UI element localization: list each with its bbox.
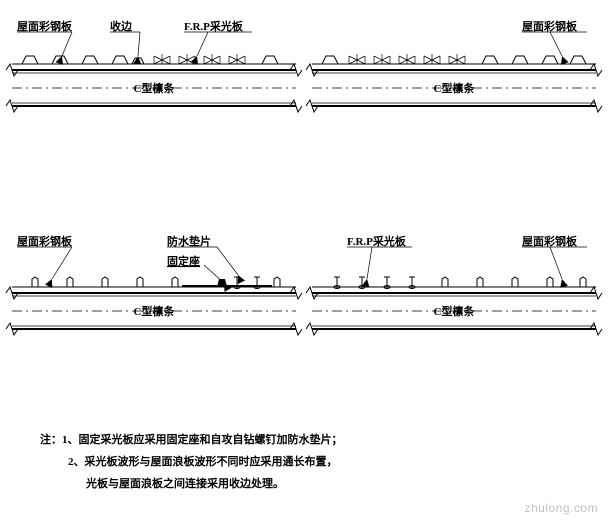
- note-2: 2、采光板波形与屋面浪板波形不同时应采用通长布置，: [68, 452, 338, 473]
- detail-top-right: [306, 19, 602, 112]
- notes-block: 注：1、固定采光板应采用固定座和自攻自钻螺钉加防水垫片；: [40, 430, 343, 451]
- detail-bottom-left: [6, 234, 302, 335]
- note-2b: 光板与屋面浪板之间连接采用收边处理。: [86, 474, 284, 495]
- detail-bottom-right: [306, 234, 602, 335]
- watermark: zhulong.com: [524, 501, 598, 515]
- detail-top-left: [6, 19, 302, 112]
- notes-prefix: 注：: [40, 434, 62, 446]
- note-1: 1、固定采光板应采用固定座和自攻自钻螺钉加防水垫片；: [62, 434, 343, 446]
